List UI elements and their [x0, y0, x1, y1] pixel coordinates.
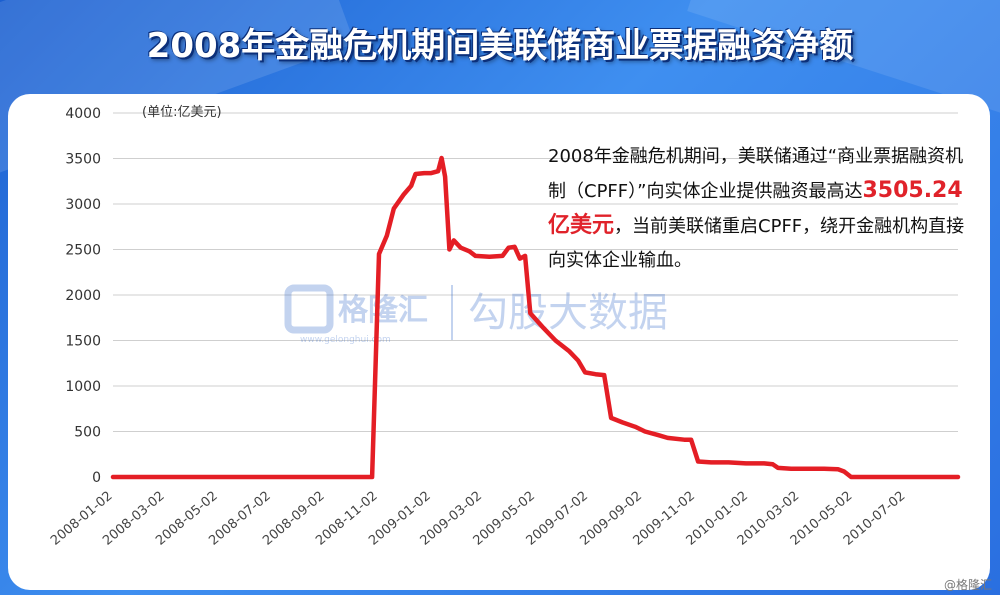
- y-tick-label: 500: [74, 425, 101, 441]
- y-axis-label: (单位:亿美元): [142, 105, 222, 120]
- y-tick-label: 3500: [65, 152, 101, 168]
- grid-lines: [113, 112, 958, 432]
- y-tick-label: 3000: [65, 197, 101, 213]
- source-credit: @格隆汇: [943, 578, 992, 592]
- annotation-part2: ，当前美联储重启CPFF，绕开金融机构直接向实体企业输血。: [548, 216, 965, 271]
- y-tick-label: 1500: [65, 334, 101, 350]
- x-tick-labels: 2008-01-022008-03-022008-05-022008-07-02…: [48, 489, 908, 549]
- watermark-url: www.gelonghui.com: [300, 335, 391, 345]
- page-title: 2008年金融危机期间美联储商业票据融资净额: [146, 26, 854, 66]
- y-tick-label: 2000: [65, 288, 101, 304]
- y-tick-label: 1000: [65, 379, 101, 395]
- series-group: [110, 155, 961, 480]
- annotation-text: 2008年金融危机期间，美联储通过“商业票据融资机制（CPFF）”向实体企业提供…: [548, 140, 968, 278]
- y-tick-label: 4000: [65, 106, 101, 122]
- annotation-part1: 2008年金融危机期间，美联储通过“商业票据融资机制（CPFF）”向实体企业提供…: [548, 146, 964, 202]
- annotation-highlight: 3505.24亿美元: [548, 178, 963, 238]
- brand-logo-icon: [284, 284, 334, 334]
- series-line: [110, 155, 961, 480]
- y-tick-labels: 0 500 1000 1500 2000 2500 3000 3500 4000: [65, 106, 101, 486]
- y-tick-label: 2500: [65, 243, 101, 259]
- watermark: 格隆汇 www.gelonghui.com 勾股大数据: [284, 284, 668, 345]
- y-tick-label: 0: [92, 470, 101, 486]
- chart-panel: [8, 94, 990, 590]
- watermark-product: 勾股大数据: [468, 290, 668, 336]
- watermark-brand: 格隆汇: [338, 293, 428, 328]
